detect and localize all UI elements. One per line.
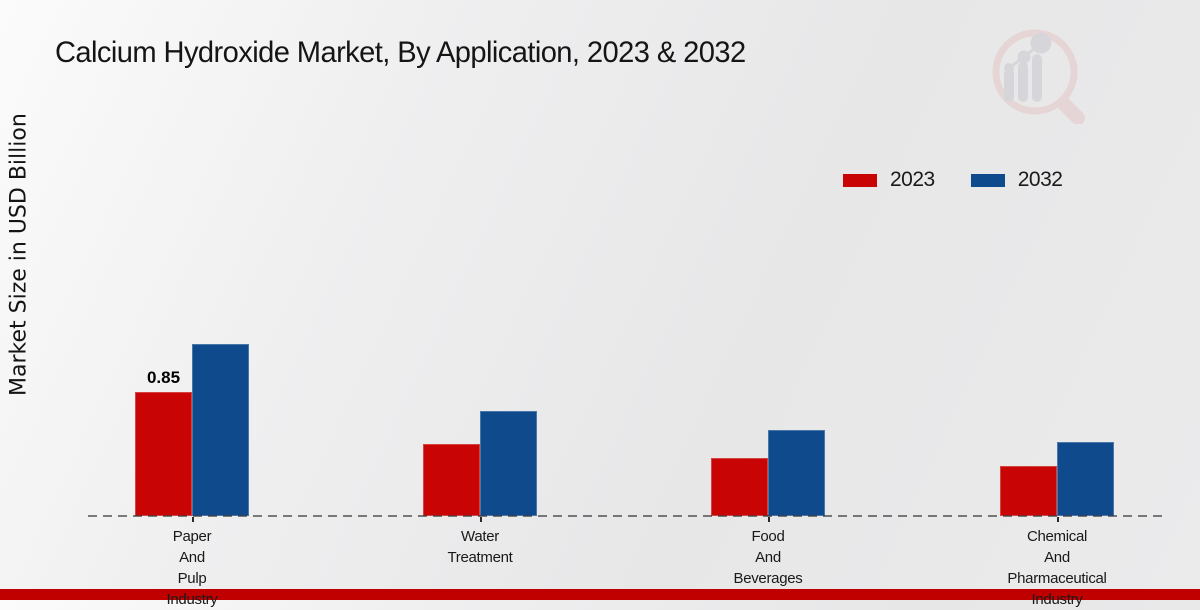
legend-swatch-2032-icon [970,173,1005,187]
x-axis-label: Food And Beverages [733,528,803,587]
bar-2032-3 [768,430,825,516]
x-axis-tick [480,517,482,522]
bar-2032-4 [1057,442,1114,516]
bar-2023-2 [423,444,480,516]
x-axis-tick [768,517,770,522]
legend-item-2023: 2023 [843,168,935,192]
x-axis-tick [1057,517,1059,522]
legend-label-2023: 2023 [890,168,935,191]
legend-item-2032: 2032 [970,168,1063,192]
footer-accent-bar [0,589,1200,600]
bar-2023-3 [711,458,768,516]
bar-2032-2 [480,411,537,516]
x-axis-label: Chemical And Pharmaceutical Industry [1007,528,1107,608]
x-axis-label: Paper And Pulp Industry [166,528,218,608]
x-axis-dashed-baseline [88,515,1165,517]
legend: 2023 2032 [843,168,1063,192]
bar-value-label: 0.85 [146,368,181,387]
magnifier-bar-chart-logo-icon [992,29,1085,124]
bar-2023-4 [1000,466,1057,516]
bar-2032-1 [192,344,249,516]
legend-swatch-2023-icon [843,173,877,187]
x-axis-tick [192,517,194,522]
page-title: Calcium Hydroxide Market, By Application… [55,36,746,69]
x-axis-label: Water Treatment [447,528,513,566]
legend-label-2032: 2032 [1017,168,1063,191]
bar-2023-1 [135,392,192,516]
